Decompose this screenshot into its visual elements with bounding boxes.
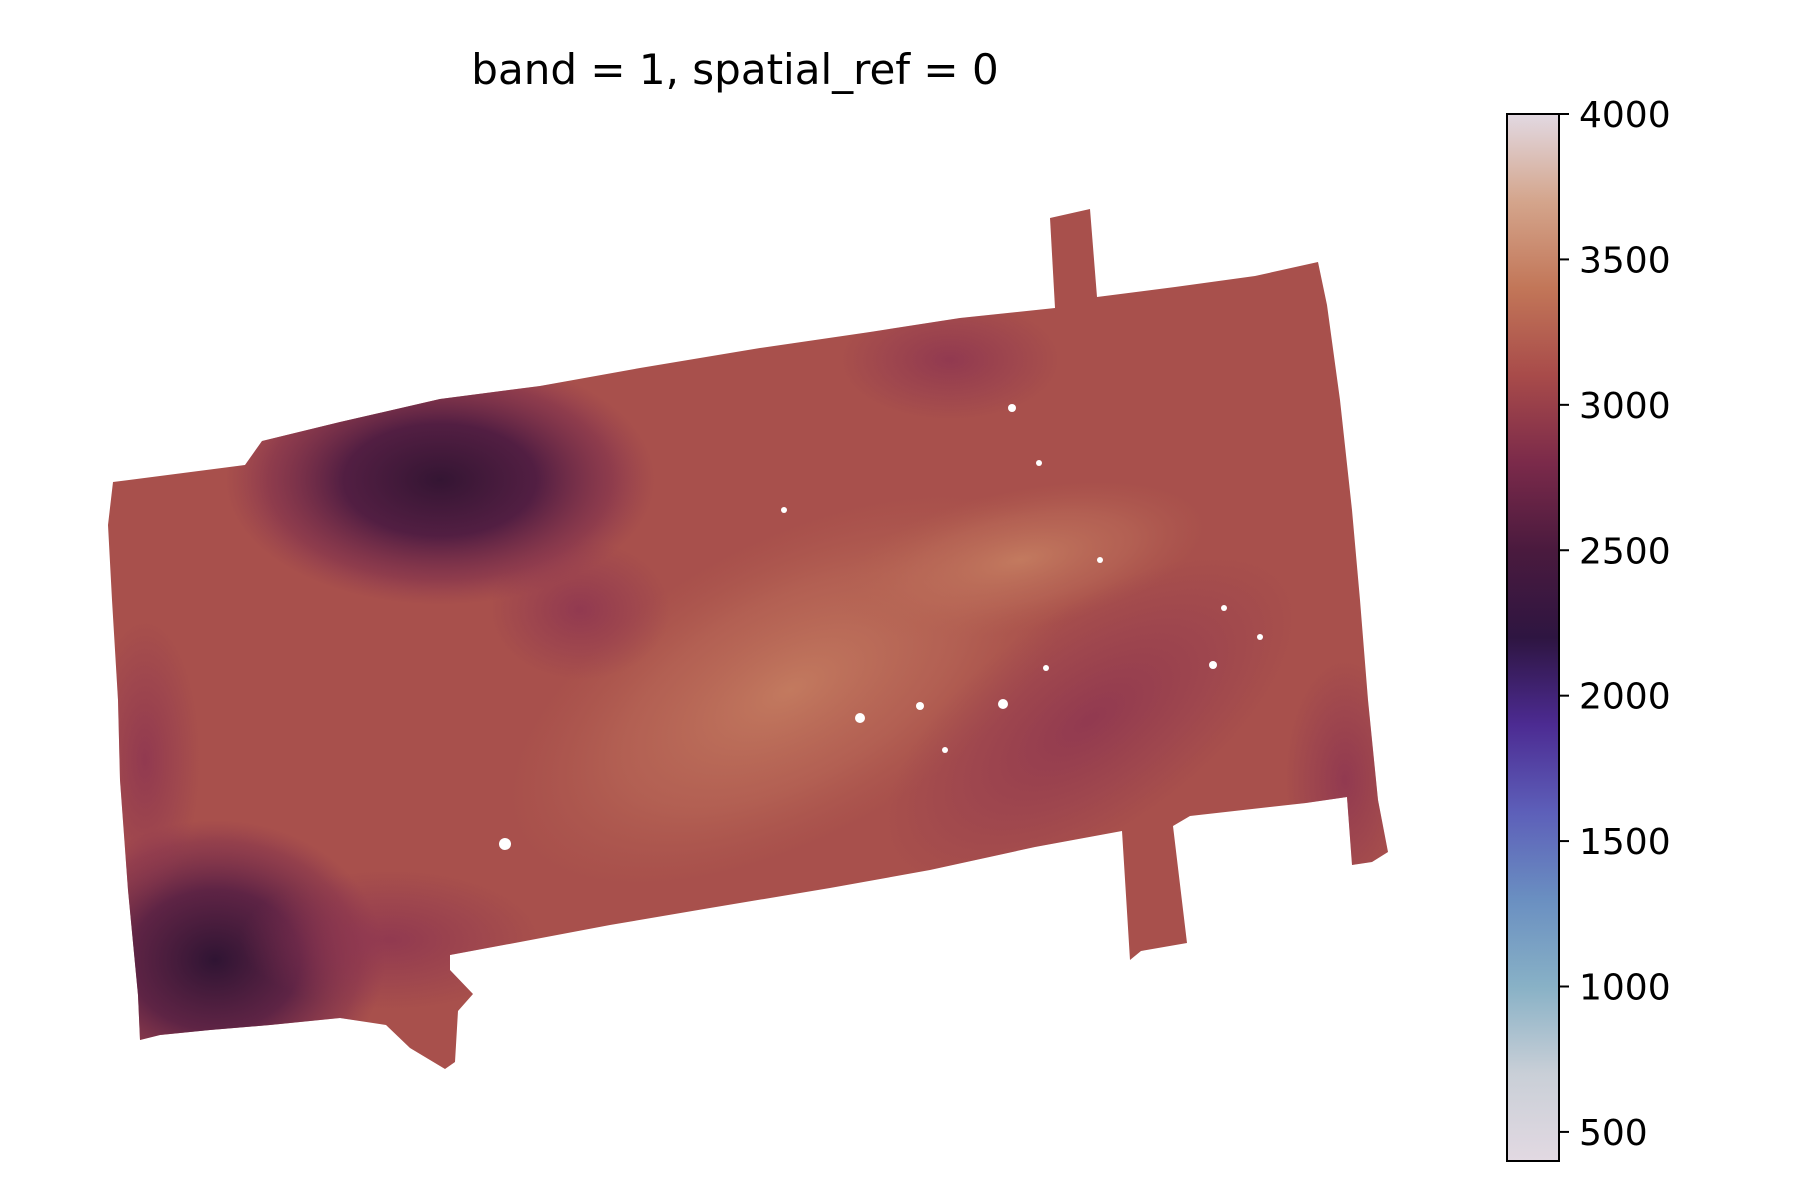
colorbar-tick-label: 1500: [1579, 822, 1671, 863]
no-data-hole: [1097, 557, 1103, 563]
no-data-hole: [916, 702, 924, 710]
no-data-hole: [1036, 460, 1042, 466]
no-data-hole: [1043, 665, 1049, 671]
raster-region-top-right: [840, 300, 1060, 420]
colorbar-tick-label: 3500: [1579, 240, 1671, 281]
no-data-hole: [1257, 634, 1263, 640]
no-data-hole: [499, 838, 511, 850]
no-data-hole: [998, 699, 1008, 709]
colorbar-frame: [1506, 113, 1560, 1162]
raster-region-right-edge: [1285, 660, 1388, 900]
no-data-hole: [781, 507, 787, 513]
no-data-hole: [1221, 605, 1227, 611]
no-data-hole: [855, 713, 865, 723]
raster-map: [108, 209, 1388, 1069]
raster-region-lower-left-mid: [240, 870, 540, 1010]
no-data-holes: [499, 404, 1263, 850]
no-data-hole: [1008, 404, 1016, 412]
colorbar-tick-label: 500: [1579, 1113, 1648, 1154]
colorbar-tick-label: 2000: [1579, 677, 1671, 718]
chart-title: band = 1, spatial_ref = 0: [471, 45, 998, 94]
raster-region-right-band: [883, 555, 1297, 885]
colorbar-ticks: 500 1000 1500 2000 2500 3000 3500 4000: [1559, 95, 1671, 1154]
raster-region-left-edge: [108, 620, 200, 900]
colorbar-tick-label: 2500: [1579, 531, 1671, 572]
no-data-hole: [942, 747, 948, 753]
no-data-hole: [1209, 661, 1217, 669]
colorbar-tick-label: 1000: [1579, 968, 1671, 1009]
colorbar-gradient: [1507, 114, 1559, 1161]
colorbar-tick-label: 4000: [1579, 95, 1671, 136]
colorbar: 500 1000 1500 2000 2500 3000 3500 4000: [1506, 95, 1671, 1162]
raster-region-upper-left-tail: [490, 540, 670, 680]
colorbar-tick-label: 3000: [1579, 386, 1671, 427]
